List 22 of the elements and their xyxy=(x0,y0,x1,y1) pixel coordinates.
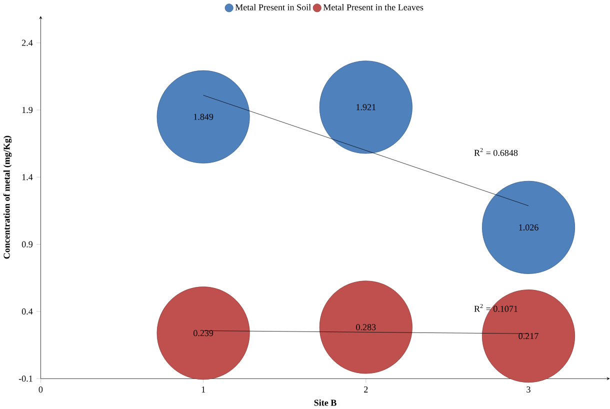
data-label: 0.283 xyxy=(356,324,376,330)
y-tick-label: 0.4 xyxy=(22,308,33,314)
y-tick-label: -0.1 xyxy=(18,376,32,382)
annotation: R$^{2}$ = 0.6848 xyxy=(474,148,518,156)
x-tick-label: 1 xyxy=(202,386,206,392)
data-label: 1.849 xyxy=(194,114,214,120)
y-tick-label: 1.9 xyxy=(22,106,33,113)
annotation: R$^{2}$ = 0.1071 xyxy=(474,304,518,312)
y-tick-label: 2.4 xyxy=(22,40,33,46)
x-tick-label: 3 xyxy=(526,386,530,392)
x-tick-label: 0 xyxy=(38,386,43,392)
y-axis-title: Concentration of metal (mg/Kg) xyxy=(3,136,12,259)
data-label: 0.217 xyxy=(518,332,538,340)
x-tick-label: 2 xyxy=(364,386,368,392)
data-label: 0.239 xyxy=(193,330,214,336)
x-axis-title: Site B xyxy=(314,399,336,406)
data-label: 1.921 xyxy=(356,104,376,110)
data-label: 1.026 xyxy=(519,224,538,230)
y-tick-label: 1.4 xyxy=(22,174,33,180)
y-tick-label: 0.9 xyxy=(22,241,33,248)
legend-label: Metal Present in Soil xyxy=(235,4,311,10)
legend-label: Metal Present in the Leaves xyxy=(323,4,424,10)
